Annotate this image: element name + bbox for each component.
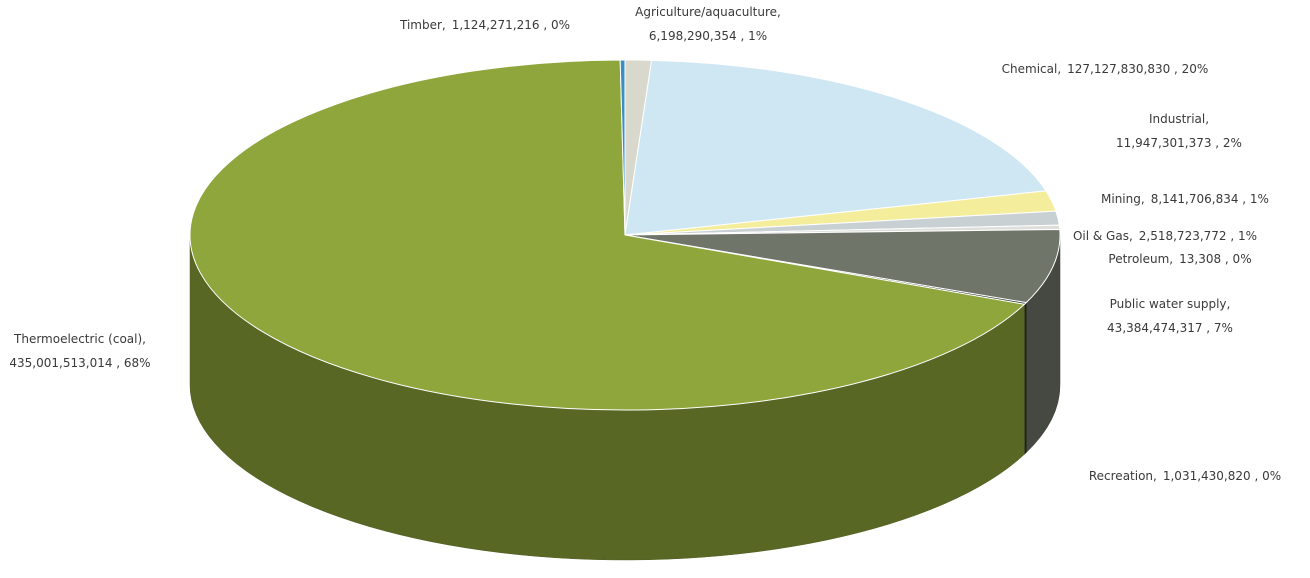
data-label: Oil & Gas, 2,518,723,772 , 1%	[1073, 229, 1257, 243]
slice	[189, 59, 1026, 411]
label-category: Recreation,	[1089, 469, 1157, 483]
label-category: Thermoelectric (coal),	[13, 332, 146, 346]
label-category: Petroleum,	[1108, 252, 1173, 266]
label-value: 1,124,271,216 , 0%	[452, 18, 570, 32]
data-label: Thermoelectric (coal), 435,001,513,014 , …	[9, 332, 150, 370]
label-category: Timber,	[399, 18, 446, 32]
label-value: 11,947,301,373 , 2%	[1116, 136, 1242, 150]
data-label: Recreation, 1,031,430,820 , 0%	[1089, 469, 1281, 483]
label-value: 8,141,706,834 , 1%	[1151, 192, 1269, 206]
data-label: Mining, 8,141,706,834 , 1%	[1101, 192, 1269, 206]
label-value: 43,384,474,317 , 7%	[1107, 321, 1233, 335]
label-value: 6,198,290,354 , 1%	[649, 29, 767, 43]
label-value: 435,001,513,014 , 68%	[9, 356, 150, 370]
label-category: Industrial,	[1149, 112, 1209, 126]
label-value: 13,308 , 0%	[1179, 252, 1251, 266]
data-label: Chemical, 127,127,830,830 , 20%	[1002, 62, 1209, 76]
slice	[624, 228, 1061, 304]
label-value: 1,031,430,820 , 0%	[1163, 469, 1281, 483]
slice-side	[1024, 302, 1027, 455]
label-category: Oil & Gas,	[1073, 229, 1133, 243]
slice	[624, 59, 1047, 236]
data-label: Industrial, 11,947,301,373 , 2%	[1116, 112, 1242, 150]
slice	[619, 59, 626, 236]
label-category: Agriculture/aquaculture,	[635, 5, 781, 19]
label-category: Chemical,	[1002, 62, 1062, 76]
label-value: 2,518,723,772 , 1%	[1139, 229, 1257, 243]
label-category: Mining,	[1101, 192, 1145, 206]
label-value: 127,127,830,830 , 20%	[1067, 62, 1208, 76]
data-label: Petroleum, 13,308 , 0%	[1108, 252, 1251, 266]
data-label: Timber, 1,124,271,216 , 0%	[399, 18, 570, 32]
label-category: Public water supply,	[1110, 297, 1231, 311]
data-label: Agriculture/aquaculture, 6,198,290,354 , …	[635, 5, 781, 43]
data-label: Public water supply, 43,384,474,317 , 7%	[1107, 297, 1233, 335]
